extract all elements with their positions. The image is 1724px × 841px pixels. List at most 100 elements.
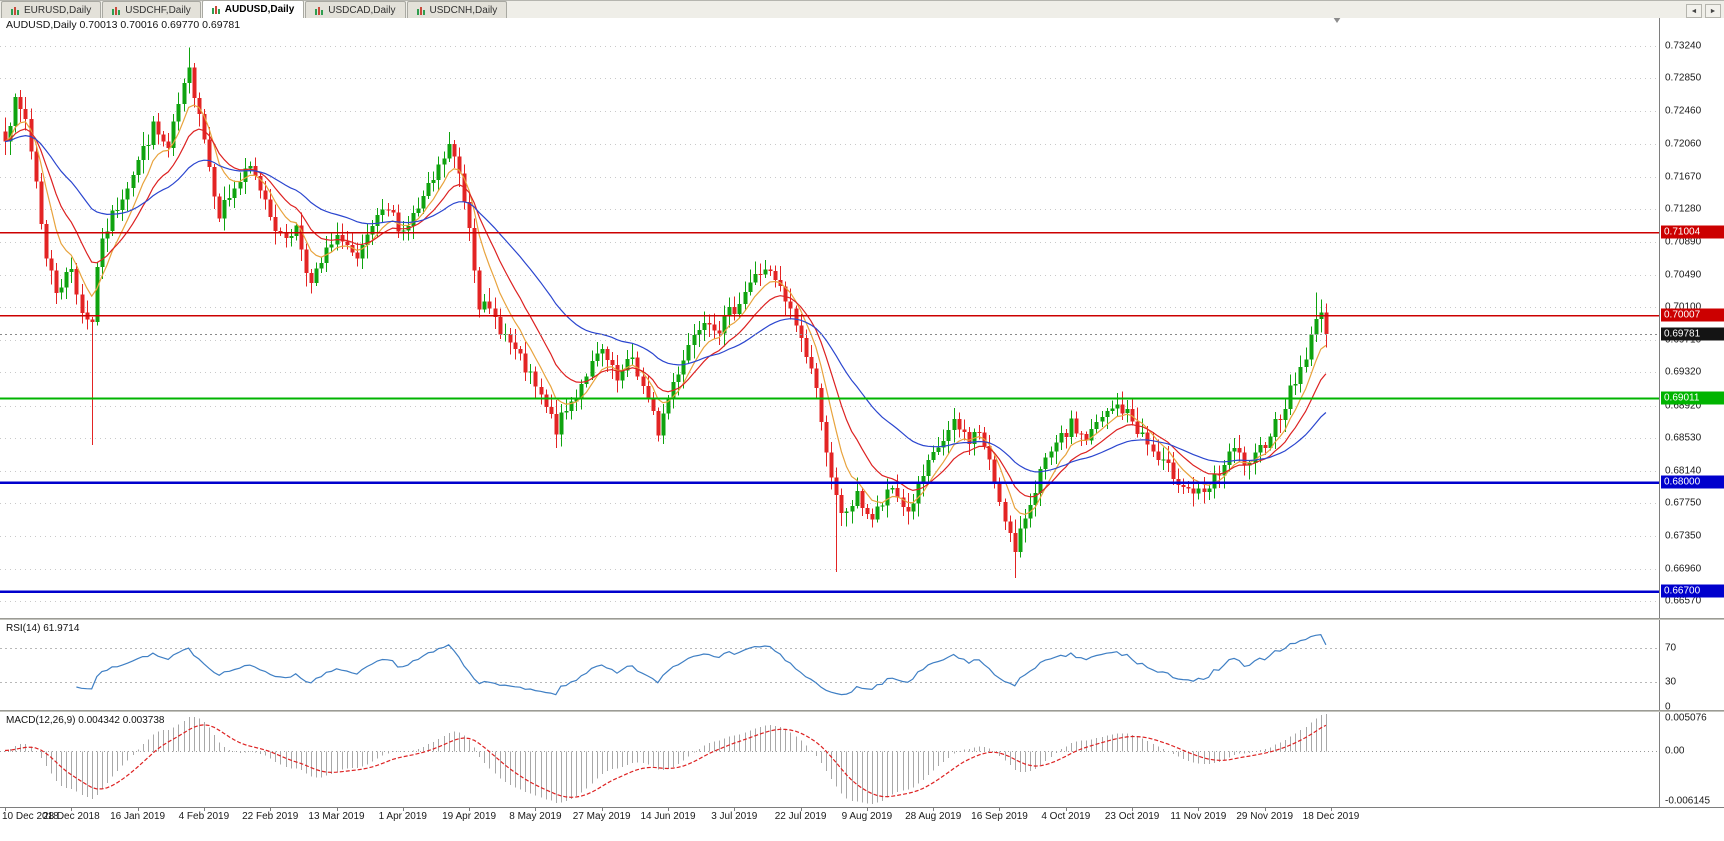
date-axis-label: 19 Apr 2019 (442, 811, 497, 822)
chart-shift-marker[interactable] (1333, 17, 1341, 23)
date-axis-label: 27 May 2019 (572, 811, 631, 822)
symbol-tab-label: USDCAD,Daily (328, 4, 396, 16)
mini-chart-icon (315, 6, 324, 15)
main-chart-pane[interactable]: AUDUSD,Daily 0.70013 0.70016 0.69770 0.6… (0, 16, 1724, 618)
rsi-axis[interactable]: 70 30 0 (1661, 620, 1724, 713)
price-axis-label: 0.72060 (1665, 138, 1702, 150)
date-axis-label: 1 Apr 2019 (378, 811, 427, 822)
symbol-tab-label: USDCNH,Daily (429, 4, 498, 16)
date-tick (668, 808, 669, 811)
price-axis-label: 0.70490 (1665, 269, 1702, 281)
hline-price-tag[interactable]: 0.68000 (1661, 475, 1724, 489)
price-axis-label: 0.73240 (1665, 40, 1702, 52)
pane-separator[interactable] (0, 710, 1724, 712)
hline-price-tag[interactable]: 0.66700 (1661, 584, 1724, 598)
mini-chart-icon (211, 6, 220, 14)
price-axis-label: 0.68140 (1665, 465, 1702, 477)
symbol-tabs: EURUSD,Daily USDCHF,Daily AUDUSD,Daily USDC… (1, 0, 508, 18)
rsi-plot[interactable]: RSI(14) 61.9714 (0, 620, 1660, 710)
pane-separator[interactable] (0, 618, 1724, 620)
date-axis-label: 4 Oct 2019 (1041, 811, 1091, 822)
date-axis-label: 23 Oct 2019 (1104, 811, 1160, 822)
symbol-tab-label: AUDUSD,Daily (224, 4, 295, 15)
tab-scroll-right-button[interactable]: ► (1705, 4, 1721, 18)
symbol-tab-label: USDCHF,Daily (125, 4, 191, 16)
macd-chart-canvas[interactable] (0, 712, 1660, 807)
date-tick (337, 808, 338, 811)
price-axis-label: 0.68920 (1665, 400, 1702, 412)
symbol-tab-eurusd[interactable]: EURUSD,Daily (1, 1, 102, 18)
date-axis-label: 9 Aug 2019 (841, 811, 893, 822)
tab-scroll-left-button[interactable]: ◄ (1686, 4, 1702, 18)
symbol-tab-label: EURUSD,Daily (24, 4, 92, 16)
date-tick (71, 808, 72, 811)
price-axis-label: 0.68530 (1665, 432, 1702, 444)
price-axis-label: 0.67350 (1665, 530, 1702, 542)
price-axis-label: 0.69320 (1665, 366, 1702, 378)
candlestick-chart-canvas[interactable] (0, 16, 1660, 618)
price-axis-label: 0.70890 (1665, 236, 1702, 248)
rsi-pane[interactable]: RSI(14) 61.9714 70 30 0 (0, 620, 1724, 713)
date-tick (1265, 808, 1266, 811)
date-tick (933, 808, 934, 811)
macd-axis-label: 0.00 (1665, 745, 1685, 756)
price-axis-label: 0.72850 (1665, 72, 1702, 84)
price-axis-label: 0.66960 (1665, 563, 1702, 575)
rsi-axis-label: 30 (1665, 676, 1677, 688)
date-axis-label: 8 May 2019 (509, 811, 562, 822)
chart-title: AUDUSD,Daily 0.70013 0.70016 0.69770 0.6… (6, 19, 241, 31)
symbol-tab-audusd[interactable]: AUDUSD,Daily (201, 0, 305, 18)
symbol-tab-usdcad[interactable]: USDCAD,Daily (305, 1, 406, 18)
price-axis-label: 0.66570 (1665, 595, 1702, 607)
price-axis-label: 0.70100 (1665, 301, 1702, 313)
date-axis-label: 28 Dec 2018 (42, 811, 100, 822)
date-axis-label: 14 Jun 2019 (640, 811, 696, 822)
macd-pane[interactable]: MACD(12,26,9) 0.004342 0.003738 0.005076… (0, 712, 1724, 807)
date-tick (138, 808, 139, 811)
macd-plot[interactable]: MACD(12,26,9) 0.004342 0.003738 (0, 712, 1660, 807)
date-tick (270, 808, 271, 811)
date-axis-label: 18 Dec 2019 (1302, 811, 1360, 822)
date-axis-label: 3 Jul 2019 (711, 811, 758, 822)
date-axis-label: 16 Sep 2019 (971, 811, 1028, 822)
symbol-tab-bar: EURUSD,Daily USDCHF,Daily AUDUSD,Daily USDC… (0, 0, 1724, 18)
date-tick (204, 808, 205, 811)
date-tick (535, 808, 536, 811)
current-price-tag: 0.69781 (1661, 327, 1724, 341)
date-tick (602, 808, 603, 811)
date-tick (403, 808, 404, 811)
price-axis[interactable]: 0.73240 0.72850 0.72460 0.72060 0.71670 0.712… (1661, 16, 1724, 618)
main-chart-plot[interactable]: AUDUSD,Daily 0.70013 0.70016 0.69770 0.6… (0, 16, 1660, 618)
date-tick (801, 808, 802, 811)
date-axis-label: 22 Feb 2019 (242, 811, 299, 822)
hline-price-tag[interactable]: 0.69011 (1661, 391, 1724, 405)
date-axis[interactable]: 10 Dec 2018 28 Dec 2018 16 Jan 2019 4 Feb 2… (0, 807, 1724, 823)
date-tick (1331, 808, 1332, 811)
macd-indicator-label: MACD(12,26,9) 0.004342 0.003738 (6, 715, 165, 726)
date-tick (867, 808, 868, 811)
rsi-chart-canvas[interactable] (0, 620, 1660, 710)
mini-chart-icon (416, 6, 425, 15)
mini-chart-icon (112, 6, 121, 15)
symbol-tab-usdcnh[interactable]: USDCNH,Daily (406, 1, 508, 18)
hline-price-tag[interactable]: 0.71004 (1661, 225, 1724, 239)
date-axis-label: 28 Aug 2019 (905, 811, 962, 822)
hline-price-tag[interactable]: 0.70007 (1661, 308, 1724, 322)
symbol-tab-usdchf[interactable]: USDCHF,Daily (102, 1, 201, 18)
date-axis-label: 10 Dec 2018 (2, 811, 59, 822)
date-axis-label: 13 Mar 2019 (308, 811, 365, 822)
date-tick (999, 808, 1000, 811)
date-tick (734, 808, 735, 811)
macd-axis-label: -0.006145 (1665, 795, 1711, 807)
macd-axis[interactable]: 0.005076 0.00 -0.006145 (1661, 712, 1724, 807)
price-axis-label: 0.71670 (1665, 171, 1702, 183)
price-axis-label: 0.72460 (1665, 105, 1702, 117)
date-tick (5, 808, 6, 811)
rsi-axis-label: 0 (1665, 701, 1671, 713)
date-axis-label: 11 Nov 2019 (1170, 811, 1227, 822)
date-tick (1198, 808, 1199, 811)
date-axis-label: 22 Jul 2019 (774, 811, 827, 822)
mini-chart-icon (11, 6, 19, 15)
macd-axis-label: 0.005076 (1665, 712, 1707, 724)
